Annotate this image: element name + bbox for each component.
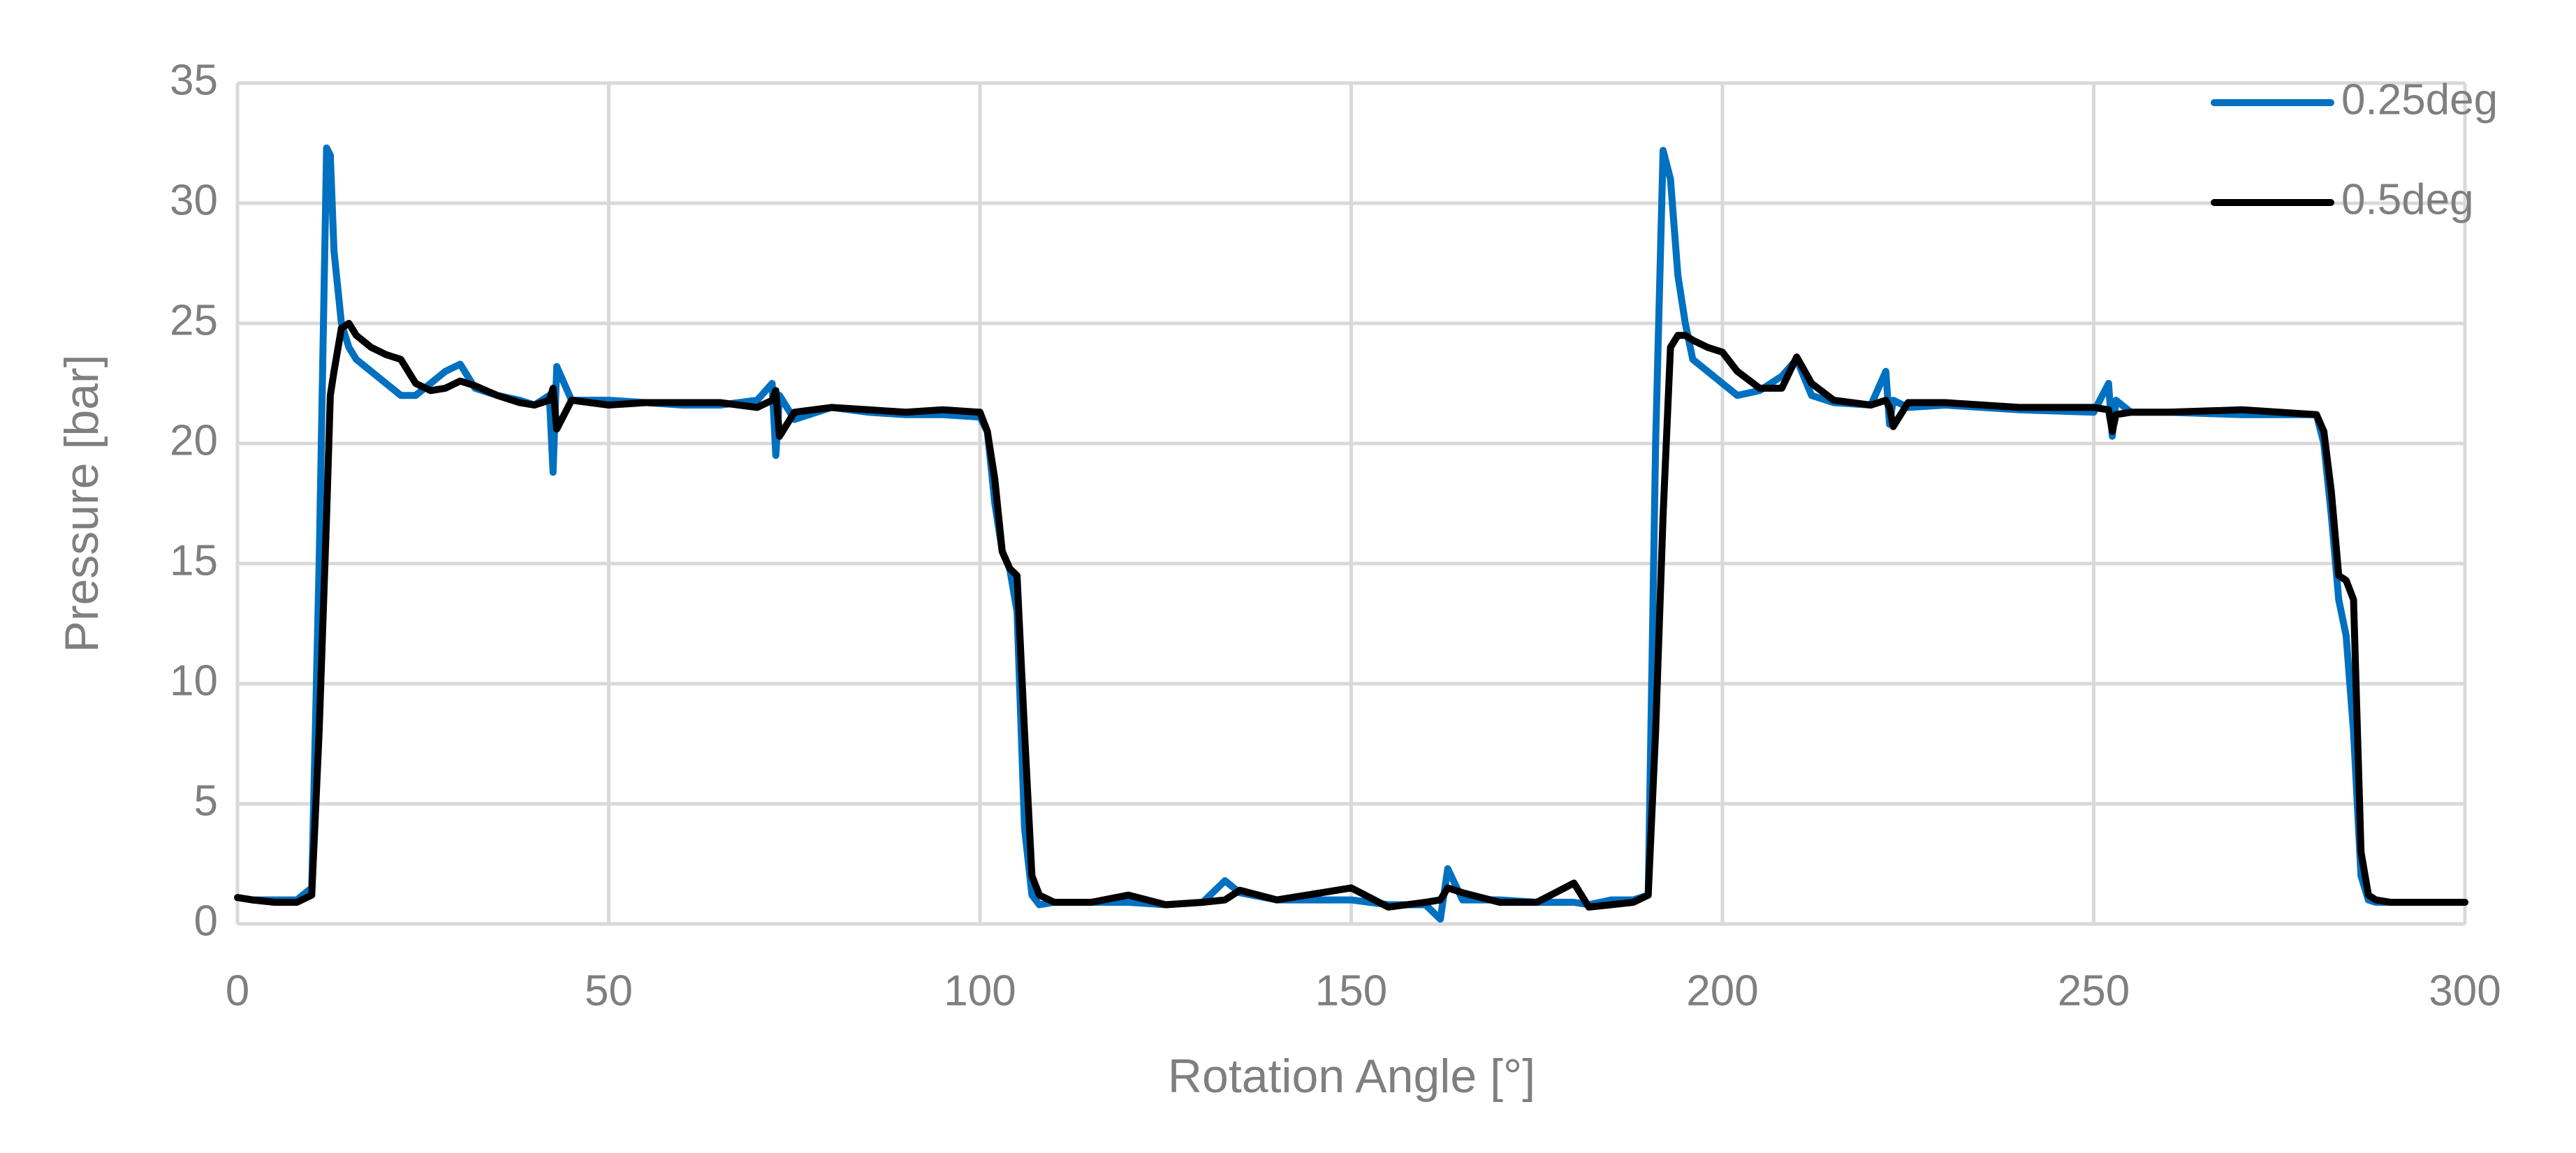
x-tick-label: 0 (226, 967, 249, 1015)
legend-label: 0.25deg (2341, 75, 2498, 124)
series-line (234, 320, 2468, 911)
y-tick-label: 10 (170, 656, 218, 705)
y-tick-label: 20 (170, 416, 218, 464)
y-tick-label: 25 (170, 296, 218, 344)
x-tick-label: 200 (1686, 967, 1758, 1015)
y-tick-label: 0 (194, 897, 218, 945)
legend-label: 0.5deg (2341, 175, 2474, 223)
y-tick-label: 35 (170, 56, 218, 104)
y-tick-label: 5 (194, 777, 218, 825)
x-tick-label: 50 (585, 967, 633, 1015)
y-tick-label: 15 (170, 536, 218, 585)
y-axis-label: Pressure [bar] (55, 354, 108, 652)
y-tick-label: 30 (170, 176, 218, 224)
x-tick-label: 250 (2058, 967, 2130, 1015)
x-axis-label: Rotation Angle [°] (1168, 1050, 1535, 1103)
x-tick-label: 150 (1315, 967, 1387, 1015)
x-tick-label: 100 (944, 967, 1016, 1015)
x-tick-label: 300 (2429, 967, 2501, 1015)
